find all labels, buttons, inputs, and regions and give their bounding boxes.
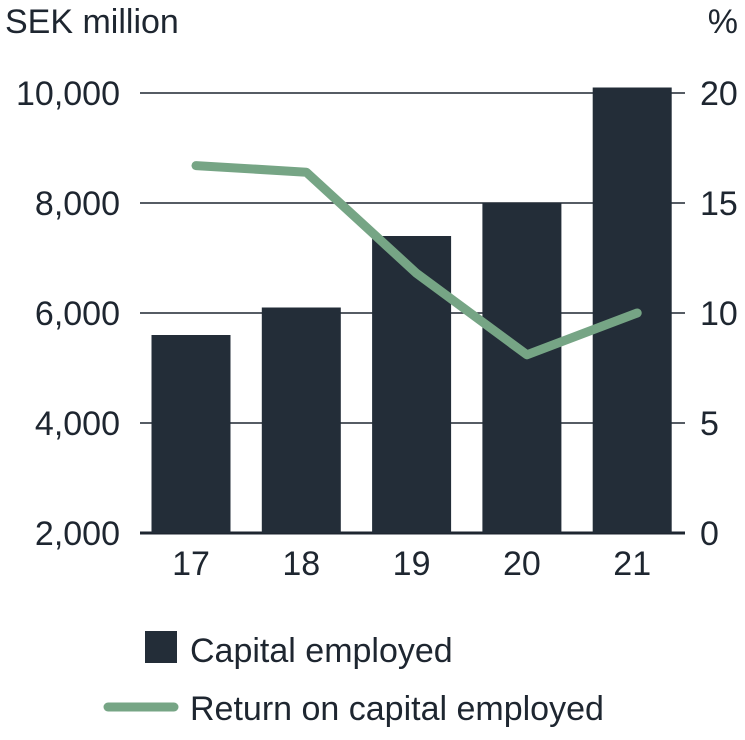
y-tick-label: 8,000 [35,185,120,223]
legend-swatch-bar [145,631,177,663]
x-tick-label: 18 [282,545,320,583]
y-tick-label: 6,000 [35,295,120,333]
y-axis-label: SEK million [5,3,179,41]
legend-label-line: Return on capital employed [190,690,604,728]
bar [372,236,451,533]
bar [152,335,231,533]
x-tick-label: 17 [172,545,210,583]
legend: Capital employed Return on capital emplo… [108,631,604,728]
y-right-tick-label: 15 [700,185,738,223]
bar [262,308,341,534]
y-tick-label: 10,000 [16,75,120,113]
x-tick-label: 19 [393,545,431,583]
y-tick-label: 4,000 [35,405,120,443]
y-right-tick-label: 10 [700,295,738,333]
bar [482,203,561,533]
y-tick-label: 2,000 [35,515,120,553]
y-axis-right-label: % [708,3,738,41]
y-right-tick-label: 5 [700,405,719,443]
x-tick-label: 20 [503,545,541,583]
legend-label-bar: Capital employed [190,632,453,670]
x-tick-label: 21 [613,545,651,583]
y-right-tick-label: 20 [700,75,738,113]
y-right-tick-label: 0 [700,515,719,553]
